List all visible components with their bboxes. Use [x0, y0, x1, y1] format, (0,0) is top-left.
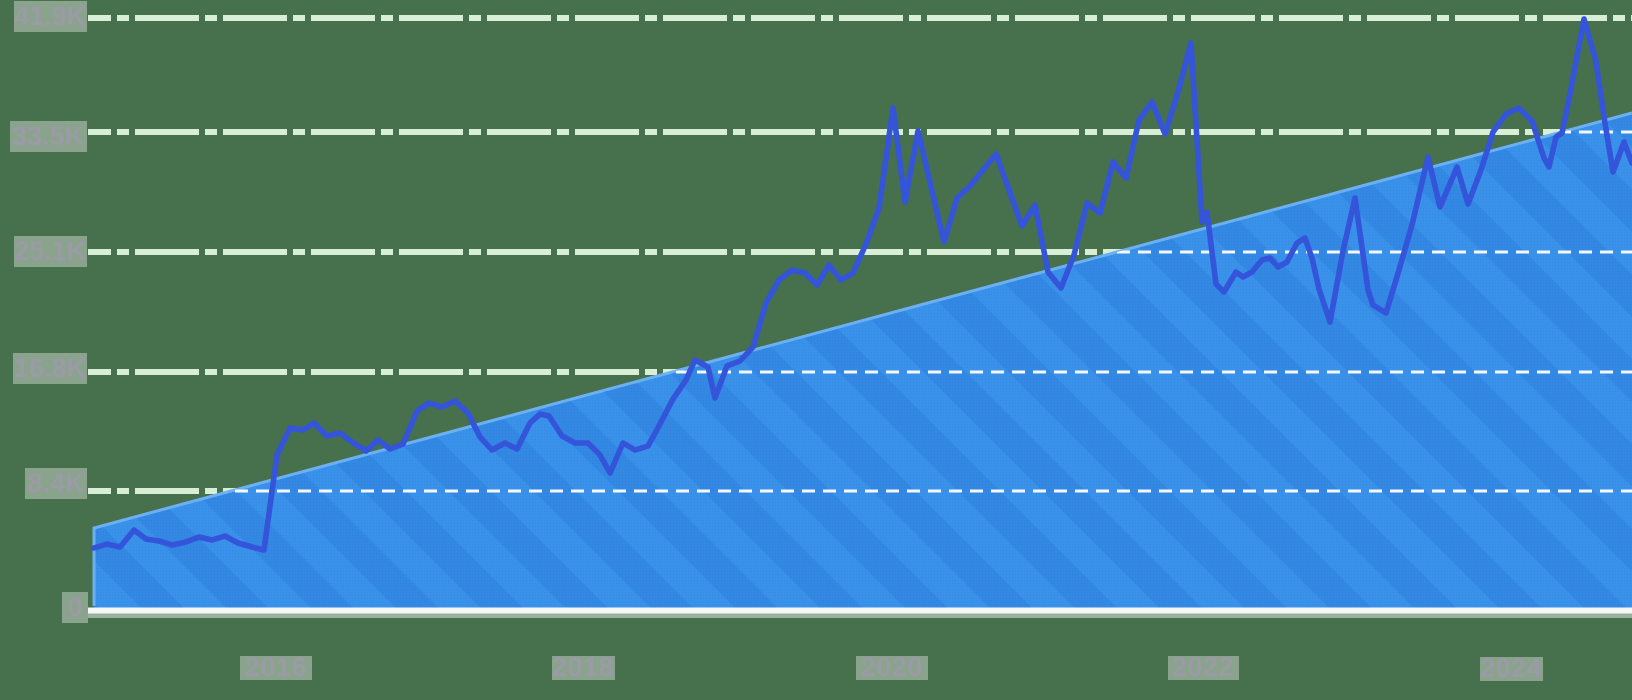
svg-text:2022: 2022 — [1172, 652, 1234, 682]
svg-text:16.8K: 16.8K — [14, 353, 87, 383]
svg-text:2016: 2016 — [245, 652, 307, 682]
svg-text:2020: 2020 — [861, 652, 923, 682]
svg-text:25.1K: 25.1K — [14, 236, 87, 266]
svg-text:0: 0 — [67, 592, 82, 622]
svg-text:2024: 2024 — [1480, 653, 1542, 683]
svg-text:33.5K: 33.5K — [12, 121, 85, 151]
svg-text:41.9K: 41.9K — [14, 1, 87, 31]
svg-text:2018: 2018 — [552, 652, 614, 682]
svg-text:8.4K: 8.4K — [27, 468, 85, 498]
